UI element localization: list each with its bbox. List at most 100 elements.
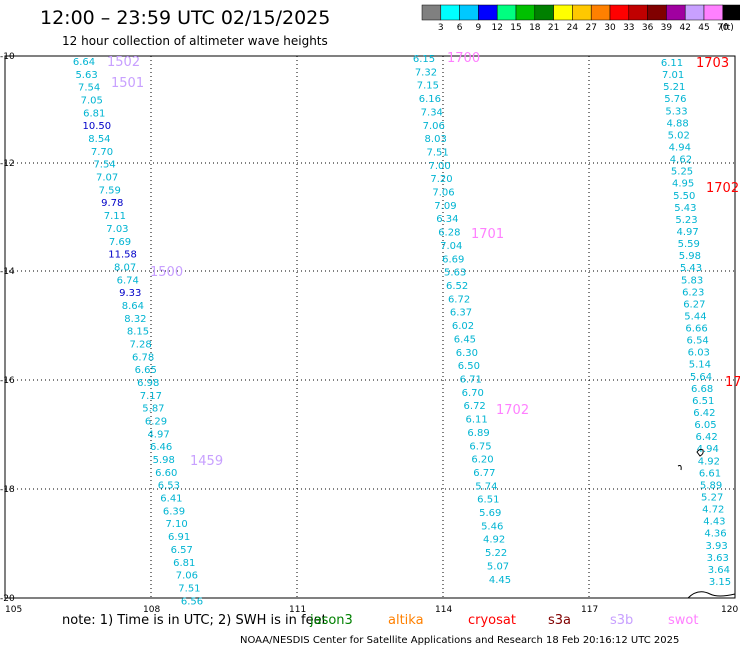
swh-value-label: 6.39 bbox=[163, 506, 185, 517]
swh-value-label: 8.64 bbox=[122, 301, 144, 312]
swh-value-label: 6.27 bbox=[683, 299, 705, 310]
pass-time-label: 1702 bbox=[496, 403, 529, 418]
swh-value-label: 5.89 bbox=[700, 480, 722, 491]
pass-time-label: 1459 bbox=[190, 454, 223, 469]
swh-value-label: 6.91 bbox=[168, 532, 190, 543]
swh-value-label: 5.21 bbox=[663, 82, 685, 93]
swh-value-label: 5.59 bbox=[678, 239, 700, 250]
colorbar-unit: (ft) bbox=[720, 23, 734, 33]
swh-value-label: 8.15 bbox=[127, 327, 149, 338]
swh-value-label: 4.45 bbox=[489, 575, 511, 586]
colorbar-swatch bbox=[478, 4, 498, 21]
swh-value-label: 5.43 bbox=[680, 263, 702, 274]
swh-value-label: 6.64 bbox=[73, 57, 95, 68]
colorbar-label: 9 bbox=[476, 23, 482, 33]
colorbar-swatch bbox=[440, 4, 460, 21]
swh-value-label: 6.20 bbox=[471, 455, 493, 466]
swh-value-label: 6.45 bbox=[454, 334, 476, 345]
colorbar-label: 39 bbox=[661, 23, 673, 33]
swh-value-label: 7.06 bbox=[176, 571, 198, 582]
swh-value-label: 7.07 bbox=[96, 173, 118, 184]
swh-value-label: 4.36 bbox=[704, 529, 726, 540]
swh-value-label: 7.20 bbox=[430, 174, 452, 185]
swh-value-label: 6.98 bbox=[137, 378, 159, 389]
colorbar-swatch bbox=[534, 4, 554, 21]
colorbar-swatch bbox=[572, 4, 592, 21]
colorbar-swatch bbox=[421, 4, 442, 21]
pass-time-label: 1501 bbox=[111, 76, 144, 91]
swh-value-label: 5.63 bbox=[444, 268, 466, 279]
colorbar-label: 3 bbox=[438, 23, 444, 33]
swh-value-label: 6.69 bbox=[442, 254, 464, 265]
colorbar-label: 36 bbox=[642, 23, 654, 33]
pass-time-label: 1701 bbox=[471, 227, 504, 242]
swh-value-label: 5.98 bbox=[153, 455, 175, 466]
swh-value-label: 3.64 bbox=[708, 565, 730, 576]
swh-value-label: 6.29 bbox=[145, 417, 167, 428]
satellite-legend-s3a: s3a bbox=[548, 613, 572, 628]
swh-value-label: 6.03 bbox=[688, 348, 710, 359]
swh-value-label: 6.56 bbox=[181, 596, 203, 607]
swh-value-label: 6.57 bbox=[171, 545, 193, 556]
swh-value-label: 5.27 bbox=[701, 493, 723, 504]
swh-value-label: 6.74 bbox=[117, 275, 139, 286]
swh-value-label: 8.07 bbox=[114, 262, 136, 273]
swh-value-label: 6.60 bbox=[155, 468, 177, 479]
swh-value-label: 7.01 bbox=[662, 70, 684, 81]
pass-time-label: 1500 bbox=[150, 265, 183, 280]
coastline-shape bbox=[687, 591, 736, 599]
swh-value-label: 5.64 bbox=[690, 372, 712, 383]
swh-value-label: 3.63 bbox=[707, 553, 729, 564]
swh-value-label: 7.04 bbox=[440, 241, 462, 252]
swh-value-label: 6.41 bbox=[160, 494, 182, 505]
swh-value-label: 6.51 bbox=[477, 495, 499, 506]
swh-value-label: 5.33 bbox=[665, 106, 687, 117]
swh-value-label: 4.94 bbox=[697, 444, 719, 455]
swh-value-label: 6.54 bbox=[687, 336, 709, 347]
lon-tick-label: 114 bbox=[435, 605, 452, 615]
swh-value-label: 6.89 bbox=[467, 428, 489, 439]
swh-value-label: 10.50 bbox=[83, 121, 112, 132]
swh-value-label: 9.78 bbox=[101, 198, 123, 209]
swh-value-label: 6.30 bbox=[456, 348, 478, 359]
swh-value-label: 5.50 bbox=[673, 191, 695, 202]
swh-value-label: 7.32 bbox=[415, 67, 437, 78]
swh-value-label: 5.98 bbox=[679, 251, 701, 262]
swh-value-label: 7.10 bbox=[165, 519, 187, 530]
swh-value-label: 6.78 bbox=[132, 352, 154, 363]
swh-value-label: 6.51 bbox=[692, 396, 714, 407]
swh-value-label: 4.72 bbox=[702, 505, 724, 516]
swh-value-label: 8.32 bbox=[124, 314, 146, 325]
swh-value-label: 3.93 bbox=[706, 541, 728, 552]
colorbar-label: 12 bbox=[491, 23, 502, 33]
swh-value-label: 8.54 bbox=[88, 134, 110, 145]
swh-value-label: 5.14 bbox=[689, 360, 711, 371]
colorbar-label: 15 bbox=[510, 23, 521, 33]
swh-value-label: 5.87 bbox=[142, 404, 164, 415]
colorbar-swatch bbox=[496, 4, 517, 21]
lat-tick-label: -14 bbox=[0, 267, 15, 277]
swh-value-label: 5.46 bbox=[481, 521, 503, 532]
swh-value-label: 4.94 bbox=[669, 142, 691, 153]
swh-value-label: 4.92 bbox=[483, 535, 505, 546]
swh-value-label: 6.71 bbox=[460, 374, 482, 385]
swh-value-label: 7.00 bbox=[428, 161, 450, 172]
swh-value-label: 6.42 bbox=[695, 432, 717, 443]
colorbar-swatch bbox=[459, 4, 479, 21]
satellite-legend-swot: swot bbox=[668, 613, 699, 628]
swh-value-label: 6.66 bbox=[685, 324, 707, 335]
lat-tick-label: -16 bbox=[0, 376, 15, 386]
lat-tick-label: -10 bbox=[0, 52, 15, 62]
lon-tick-label: 120 bbox=[721, 605, 738, 615]
swh-value-label: 7.15 bbox=[417, 81, 439, 92]
swh-value-label: 6.46 bbox=[150, 442, 172, 453]
swh-value-label: 6.65 bbox=[135, 365, 157, 376]
colorbar-swatch bbox=[666, 4, 686, 21]
swh-value-label: 7.51 bbox=[178, 583, 200, 594]
lat-tick-label: -12 bbox=[0, 159, 15, 169]
swh-value-label: 4.62 bbox=[670, 155, 692, 166]
swh-value-label: 4.92 bbox=[698, 456, 720, 467]
swh-value-label: 6.02 bbox=[452, 321, 474, 332]
swh-value-label: 5.07 bbox=[487, 561, 509, 572]
swh-value-label: 6.34 bbox=[436, 214, 458, 225]
